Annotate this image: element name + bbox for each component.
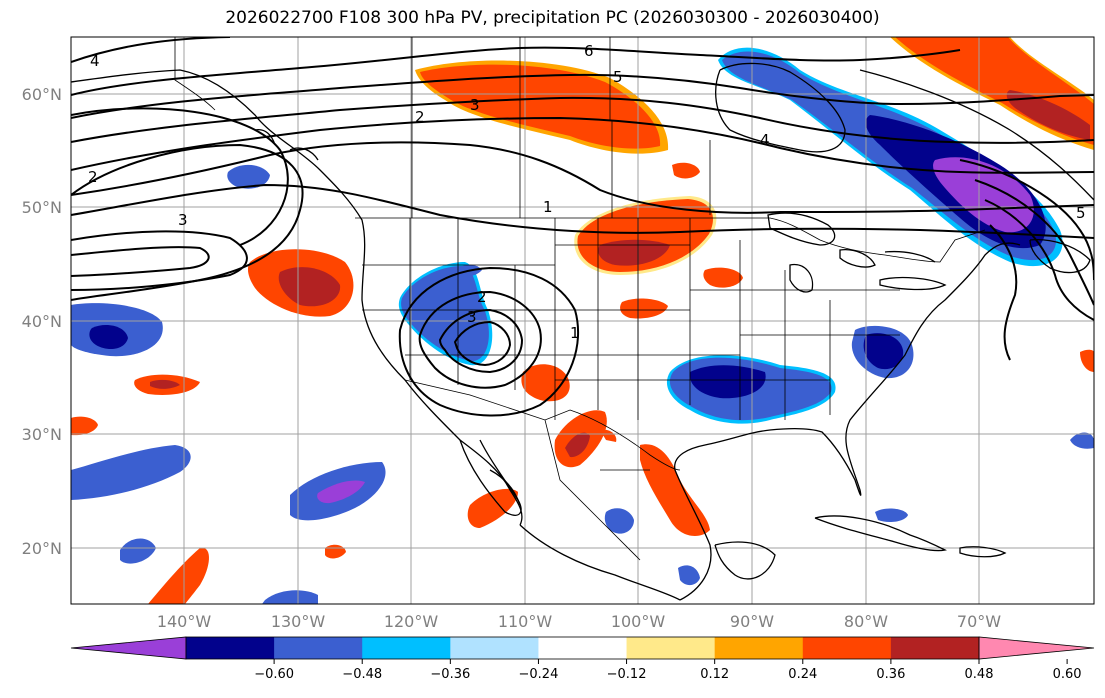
lon-label-80: 80°W	[844, 612, 888, 631]
colorbar-bin	[714, 637, 804, 659]
lat-label-60: 60°N	[22, 85, 62, 104]
coastlines	[71, 62, 1094, 601]
lon-label-90: 90°W	[730, 612, 774, 631]
negative-anomaly-small	[227, 164, 1094, 586]
positive-anomaly-canada-north	[415, 60, 669, 154]
colorbar-tick-label: 0.48	[965, 667, 994, 682]
colorbar: −0.60 −0.48 −0.36 −0.24 −0.12 0.12 0.24 0.36 0.4…	[70, 636, 1095, 682]
pv-label-1-low: 1	[570, 324, 580, 342]
pv-label-3-low: 3	[467, 308, 477, 326]
negative-anomaly-mid-atlantic	[851, 325, 914, 379]
pv-label-2-west: 2	[88, 168, 98, 186]
negative-anomaly-gulf-states	[666, 355, 836, 424]
colorbar-extend-low	[70, 636, 187, 660]
colorbar-tick-label: 0.36	[876, 667, 905, 682]
positive-anomaly-pacific-nw	[247, 249, 354, 317]
pv-label-1-north: 1	[543, 198, 553, 216]
colorbar-extend-high	[978, 636, 1095, 660]
political-borders	[174, 37, 986, 561]
colorbar-bin	[538, 637, 628, 659]
negative-anomaly-pacific-west	[71, 303, 163, 357]
lat-label-50: 50°N	[22, 198, 62, 217]
colorbar-tick-label: −0.24	[519, 667, 559, 682]
colorbar-tick-label: −0.12	[607, 667, 647, 682]
colorbar-bin	[274, 637, 363, 659]
pv-contour-labels: 4 6 5 3 2 2 3 1 4 2 3 1 5	[88, 42, 1086, 342]
colorbar-bin	[802, 637, 892, 659]
lon-label-70: 70°W	[957, 612, 1001, 631]
colorbar-tick-label: −0.36	[430, 667, 470, 682]
colorbar-tick-label: −0.60	[254, 667, 294, 682]
pv-contours	[71, 37, 1094, 417]
negative-anomaly-great-basin	[398, 262, 493, 366]
map-title: 2026022700 F108 300 hPa PV, precipitatio…	[225, 8, 880, 28]
colorbar-bin	[890, 637, 980, 659]
pv-label-2-low: 2	[477, 288, 487, 306]
pv-label-4-east: 4	[760, 131, 770, 149]
colorbar-tick-label: 0.60	[1053, 667, 1082, 682]
pv-label-3-west: 3	[178, 211, 188, 229]
pv-label-5: 5	[613, 68, 623, 86]
longitude-labels: 140°W 130°W 120°W 110°W 100°W 90°W 80°W …	[157, 612, 1001, 631]
lat-label-20: 20°N	[22, 539, 62, 558]
colorbar-tick-label: −0.48	[342, 667, 382, 682]
map-frame	[70, 36, 1095, 605]
colorbar-tick-label: 0.12	[700, 667, 729, 682]
lat-label-40: 40°N	[22, 312, 62, 331]
positive-anomaly-mexico	[71, 162, 1094, 604]
colorbar-bin	[362, 637, 451, 659]
colorbar-bin	[186, 637, 275, 659]
lat-label-30: 30°N	[22, 425, 62, 444]
pv-label-6: 6	[584, 42, 594, 60]
positive-anomaly-northern-plains	[574, 196, 717, 275]
colorbar-bin	[450, 637, 539, 659]
lon-label-110: 110°W	[498, 612, 553, 631]
pv-label-4-west: 4	[90, 52, 100, 70]
pv-label-2-north: 2	[415, 108, 425, 126]
colorbar-tick-label: 0.24	[788, 667, 817, 682]
lon-label-100: 100°W	[611, 612, 666, 631]
latitude-labels: 60°N 50°N 40°N 30°N 20°N	[22, 85, 62, 558]
pv-label-3-north: 3	[470, 96, 480, 114]
negative-anomaly-subtropical-pacific	[71, 445, 386, 604]
colorbar-bin	[626, 637, 716, 659]
map-plot-area: 4 6 5 3 2 2 3 1 4 2 3 1 5	[71, 37, 1094, 604]
graticule	[71, 37, 1094, 604]
lon-label-130: 130°W	[271, 612, 326, 631]
lon-label-140: 140°W	[157, 612, 212, 631]
lon-label-120: 120°W	[384, 612, 439, 631]
colorbar-frame	[185, 636, 980, 660]
pv-label-5-east: 5	[1076, 204, 1086, 222]
